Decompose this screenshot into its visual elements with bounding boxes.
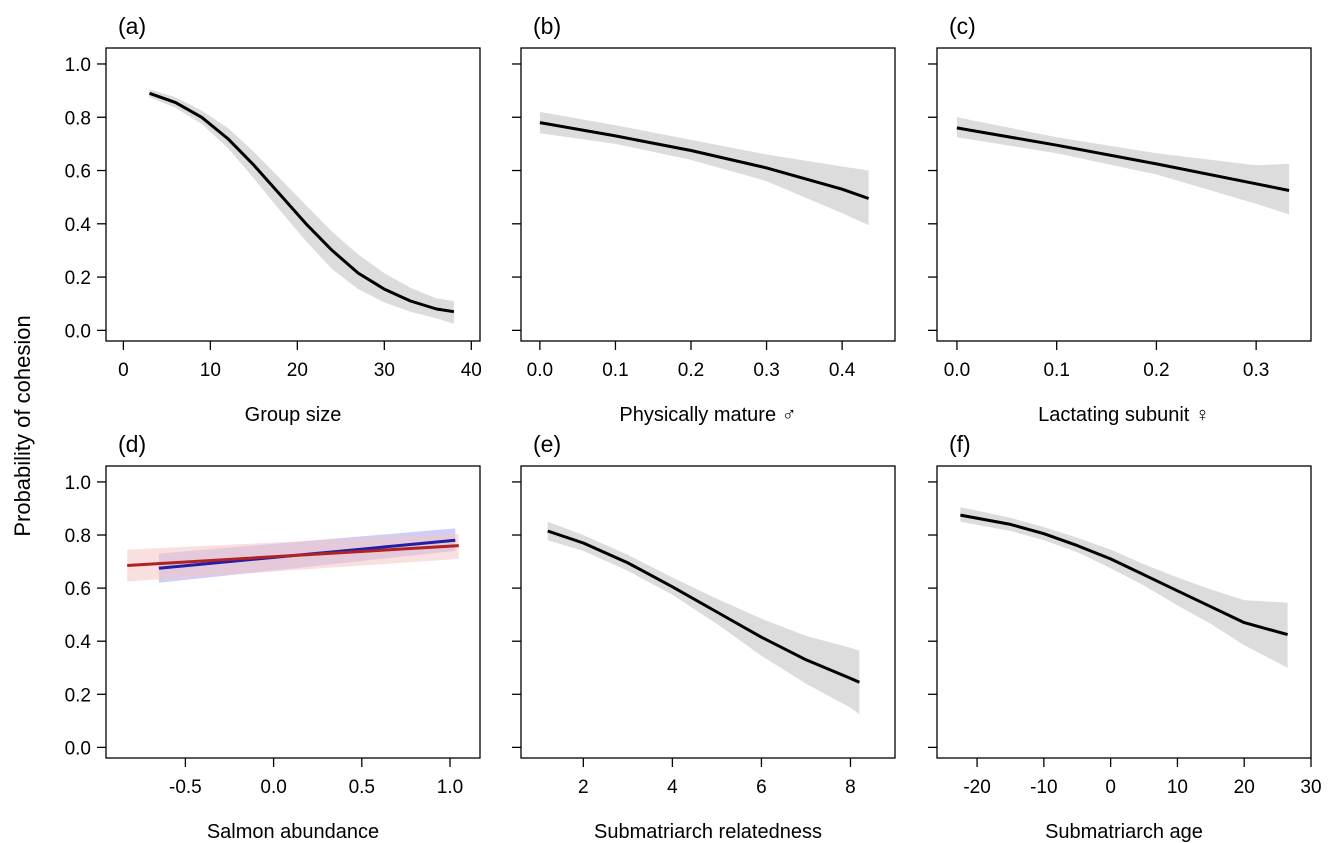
confidence-band-1 xyxy=(956,117,1290,215)
y-tick-label: 0.8 xyxy=(65,108,91,129)
y-tick-label: 0.2 xyxy=(65,685,91,706)
fit-line-1 xyxy=(148,91,455,314)
y-tick-label: 0.8 xyxy=(65,526,91,547)
panel-label: (a) xyxy=(118,13,146,39)
panel-label: (b) xyxy=(533,13,561,39)
x-tick-label: 0.2 xyxy=(1143,360,1169,381)
plot-frame xyxy=(936,465,1312,759)
x-tick-label: 30 xyxy=(1300,777,1321,798)
x-tick-label: 0.1 xyxy=(602,360,628,381)
y-tick-label: 0.0 xyxy=(65,738,91,759)
x-tick-label: 0.2 xyxy=(678,360,704,381)
x-axis-title: Physically mature ♂ xyxy=(619,404,796,426)
x-tick-label: -20 xyxy=(963,777,990,798)
confidence-band-1 xyxy=(149,89,454,324)
panel-c: (c) 0.0 0.1 0.2 0.3 Lactating subunit ♀ xyxy=(928,13,1312,426)
fit-line-1 xyxy=(547,529,861,684)
x-tick-label: 1.0 xyxy=(437,777,463,798)
panel-label: (e) xyxy=(533,431,561,457)
x-tick-label: 0.4 xyxy=(829,360,856,381)
x-tick-label: 0.1 xyxy=(1043,360,1069,381)
fit-line-1 xyxy=(956,126,1290,192)
confidence-band-1 xyxy=(960,507,1288,668)
x-tick-label: 10 xyxy=(200,360,221,381)
plot-frame xyxy=(520,47,896,342)
x-tick-label: 4 xyxy=(667,777,678,798)
x-tick-label: 0 xyxy=(1105,777,1116,798)
x-axis-title: Lactating subunit ♀ xyxy=(1038,404,1210,426)
x-tick-label: 6 xyxy=(756,777,767,798)
y-tick-label: 1.0 xyxy=(65,473,91,494)
plot-frame xyxy=(105,465,481,759)
x-tick-label: 0.5 xyxy=(349,777,375,798)
plot-frame xyxy=(936,47,1312,342)
fit-line-1 xyxy=(960,513,1288,637)
x-tick-label: 0.0 xyxy=(944,360,970,381)
x-axis-title: Group size xyxy=(245,404,342,426)
x-tick-label: 0 xyxy=(118,360,129,381)
panel-f: (f) -20 -10 0 10 20 30 Submatriarch age xyxy=(928,431,1322,843)
panel-a: (a) 0.0 0.2 0.4 0.6 0.8 1.0 0 10 20 30 40 Group size xyxy=(65,13,482,426)
x-tick-label: 0.0 xyxy=(527,360,553,381)
plot-frame xyxy=(105,47,481,342)
x-axis-title: Submatriarch age xyxy=(1045,821,1203,843)
panel-label: (d) xyxy=(118,431,146,457)
y-tick-label: 0.6 xyxy=(65,579,91,600)
plot-frame xyxy=(520,465,896,759)
x-tick-label: 0.3 xyxy=(753,360,779,381)
y-tick-label: 1.0 xyxy=(65,55,91,76)
x-tick-label: 40 xyxy=(461,360,482,381)
x-tick-label: 30 xyxy=(374,360,395,381)
panel-d: (d) 0.0 0.2 0.4 0.6 0.8 1.0 -0.5 0.0 0.5 1.0 Salmon… xyxy=(65,431,481,843)
x-tick-label: 2 xyxy=(578,777,589,798)
x-tick-label: 8 xyxy=(845,777,856,798)
y-tick-label: 0.0 xyxy=(65,321,91,342)
confidence-band-1 xyxy=(547,521,860,715)
fit-line-2 xyxy=(127,544,459,567)
y-tick-label: 0.6 xyxy=(65,162,91,183)
x-tick-label: -0.5 xyxy=(169,777,202,798)
x-tick-label: 20 xyxy=(287,360,308,381)
y-axis-title: Probability of cohesion xyxy=(10,315,35,536)
x-tick-label: 20 xyxy=(1234,777,1255,798)
panel-b: (b) 0.0 0.1 0.2 0.3 0.4 Physically mature ♂ xyxy=(512,13,896,426)
x-tick-label: 10 xyxy=(1167,777,1188,798)
x-axis-title: Salmon abundance xyxy=(207,821,379,843)
fit-line-1 xyxy=(539,121,870,200)
x-axis-title: Submatriarch relatedness xyxy=(594,821,822,843)
x-tick-label: -10 xyxy=(1030,777,1057,798)
y-tick-label: 0.2 xyxy=(65,268,91,289)
confidence-band-2 xyxy=(127,533,459,582)
y-tick-label: 0.4 xyxy=(65,632,92,653)
panel-label: (f) xyxy=(949,431,971,457)
panel-e: (e) 2 4 6 8 Submatriarch relatedness xyxy=(512,431,896,843)
confidence-band-1 xyxy=(539,111,869,226)
x-tick-label: 0.3 xyxy=(1243,360,1269,381)
x-tick-label: 0.0 xyxy=(260,777,286,798)
y-tick-label: 0.4 xyxy=(65,215,92,236)
panel-label: (c) xyxy=(949,13,976,39)
